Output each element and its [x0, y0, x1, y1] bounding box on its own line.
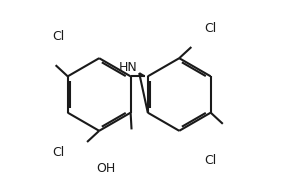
Text: Cl: Cl [53, 146, 65, 159]
Text: Cl: Cl [53, 30, 65, 43]
Text: Cl: Cl [204, 154, 217, 167]
Text: Cl: Cl [204, 22, 217, 35]
Text: OH: OH [96, 162, 115, 174]
Text: HN: HN [119, 61, 137, 74]
